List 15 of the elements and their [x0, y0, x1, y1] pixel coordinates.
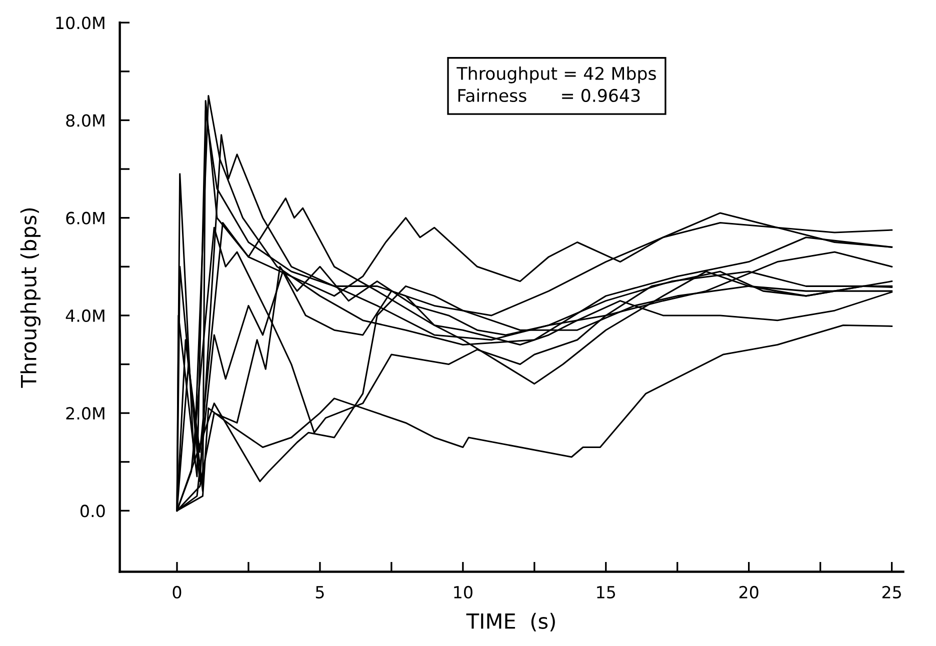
y-tick-label: 0.0: [80, 504, 105, 518]
x-tick-label: 15: [597, 586, 616, 598]
x-tick-label: 20: [739, 586, 758, 598]
y-tick-label: 2.0M: [66, 407, 104, 420]
y-tick-label: 4.0M: [66, 309, 104, 322]
x-tick-label: 25: [882, 586, 901, 598]
annotation: Throughput = 42 Mbps Fairness = 0.9643: [456, 66, 656, 102]
x-tick-label: 0: [172, 586, 182, 598]
y-tick-label: 8.0M: [66, 114, 104, 127]
x-axis-title: TIME (s): [466, 612, 555, 632]
x-tick-label: 10: [454, 586, 472, 598]
x-tick-label: 5: [316, 586, 324, 598]
y-axis-title: Throughput (bps): [20, 208, 41, 388]
y-tick-label: 10.0M: [56, 16, 104, 30]
y-tick-label: 6.0M: [66, 212, 104, 224]
